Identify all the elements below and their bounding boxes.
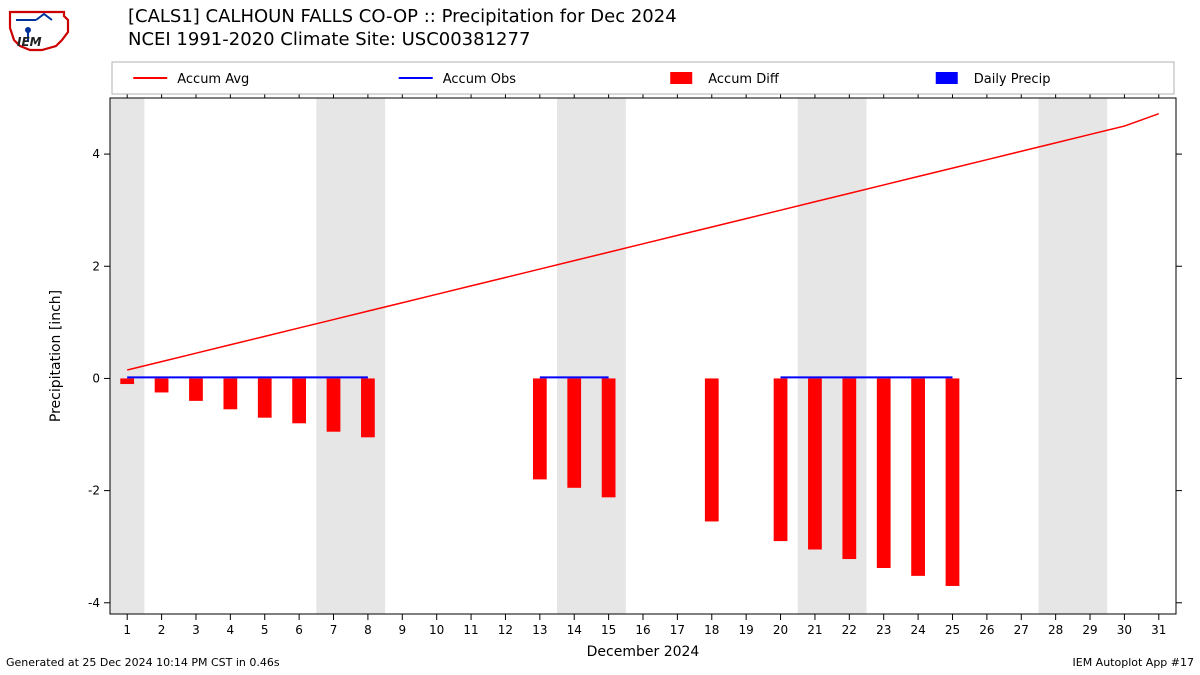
svg-text:26: 26 — [979, 623, 994, 637]
footer-generated-at: Generated at 25 Dec 2024 10:14 PM CST in… — [6, 656, 280, 669]
precipitation-chart: -4-2024123456789101112131415161718192021… — [0, 0, 1200, 675]
svg-text:4: 4 — [227, 623, 235, 637]
svg-text:5: 5 — [261, 623, 269, 637]
svg-text:14: 14 — [567, 623, 582, 637]
svg-text:20: 20 — [773, 623, 788, 637]
svg-text:-2: -2 — [88, 484, 100, 498]
svg-text:28: 28 — [1048, 623, 1063, 637]
svg-text:16: 16 — [635, 623, 650, 637]
svg-text:15: 15 — [601, 623, 616, 637]
footer-app-id: IEM Autoplot App #17 — [1073, 656, 1195, 669]
svg-text:8: 8 — [364, 623, 372, 637]
svg-text:13: 13 — [532, 623, 547, 637]
svg-text:Accum Avg: Accum Avg — [177, 72, 249, 87]
svg-text:9: 9 — [398, 623, 406, 637]
svg-text:Accum Obs: Accum Obs — [443, 72, 516, 87]
svg-text:0: 0 — [92, 371, 100, 385]
svg-text:Daily Precip: Daily Precip — [974, 72, 1051, 87]
svg-text:7: 7 — [330, 623, 338, 637]
svg-text:10: 10 — [429, 623, 444, 637]
svg-text:23: 23 — [876, 623, 891, 637]
svg-text:25: 25 — [945, 623, 960, 637]
svg-text:17: 17 — [670, 623, 685, 637]
svg-text:1: 1 — [123, 623, 131, 637]
svg-text:19: 19 — [739, 623, 754, 637]
svg-text:11: 11 — [463, 623, 478, 637]
svg-text:3: 3 — [192, 623, 200, 637]
svg-text:4: 4 — [92, 147, 100, 161]
svg-text:12: 12 — [498, 623, 513, 637]
svg-text:Accum Diff: Accum Diff — [708, 72, 780, 87]
svg-text:December 2024: December 2024 — [587, 644, 700, 660]
svg-text:24: 24 — [910, 623, 925, 637]
svg-text:2: 2 — [158, 623, 166, 637]
svg-text:30: 30 — [1117, 623, 1132, 637]
svg-text:6: 6 — [295, 623, 303, 637]
svg-text:2: 2 — [92, 259, 100, 273]
svg-text:21: 21 — [807, 623, 822, 637]
svg-text:-4: -4 — [88, 596, 100, 610]
svg-text:27: 27 — [1014, 623, 1029, 637]
svg-text:22: 22 — [842, 623, 857, 637]
svg-text:31: 31 — [1151, 623, 1166, 637]
svg-text:Precipitation [inch]: Precipitation [inch] — [48, 290, 64, 422]
svg-text:29: 29 — [1082, 623, 1097, 637]
svg-text:18: 18 — [704, 623, 719, 637]
